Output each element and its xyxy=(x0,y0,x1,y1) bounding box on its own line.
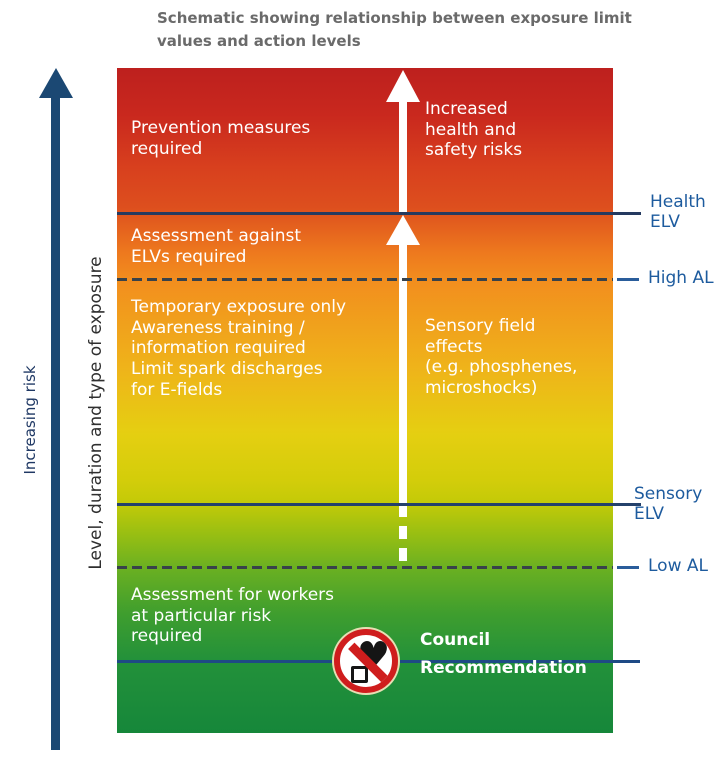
increasing-risk-axis-arrowhead-icon xyxy=(39,68,73,98)
risk-arrow-lower-shaft xyxy=(399,244,407,504)
increased-risks-text: Increased health and safety risks xyxy=(425,99,523,161)
low-al-label: Low AL xyxy=(648,556,708,576)
risk-arrow-upper-shaft xyxy=(399,98,407,213)
sensory-elv-label: Sensory ELV xyxy=(634,484,703,525)
temporary-exposure-text: Temporary exposure only Awareness traini… xyxy=(131,297,347,400)
low-al-tick xyxy=(617,566,639,569)
exposure-level-axis-label: Level, duration and type of exposure xyxy=(86,256,106,570)
sensory-field-effects-text: Sensory field effects (e.g. phosphenes, … xyxy=(425,316,578,399)
health-elv-label: Health ELV xyxy=(650,192,706,233)
increasing-risk-label: Increasing risk xyxy=(21,365,39,475)
assessment-against-elvs-text: Assessment against ELVs required xyxy=(131,226,302,267)
prohibition-circle-icon: ♥ xyxy=(334,629,398,693)
risk-arrow-top-arrowhead-icon xyxy=(386,70,420,102)
risk-gradient-panel xyxy=(117,68,613,733)
low-al-line xyxy=(117,566,613,569)
high-al-label: High AL xyxy=(648,268,714,288)
risk-arrow-dashed-tail xyxy=(399,504,407,568)
no-pacemaker-prohibition-icon: ♥ xyxy=(334,629,398,693)
high-al-tick xyxy=(617,278,639,281)
risk-arrow-mid-arrowhead-icon xyxy=(386,215,420,245)
high-al-line xyxy=(117,278,613,281)
increasing-risk-axis-arrow-shaft xyxy=(51,96,60,750)
title-line-2: values and action levels xyxy=(157,31,361,50)
workers-at-risk-text: Assessment for workers at particular ris… xyxy=(131,585,334,647)
health-elv-line xyxy=(117,212,641,215)
prevention-measures-text: Prevention measures required xyxy=(131,118,311,159)
sensory-elv-line xyxy=(117,503,641,506)
title-line-1: Schematic showing relationship between e… xyxy=(157,9,632,27)
pacemaker-device-icon xyxy=(351,666,368,683)
page-title: Schematic showing relationship between e… xyxy=(157,7,657,52)
council-recommendation-label: Council Recommendation xyxy=(420,630,587,678)
